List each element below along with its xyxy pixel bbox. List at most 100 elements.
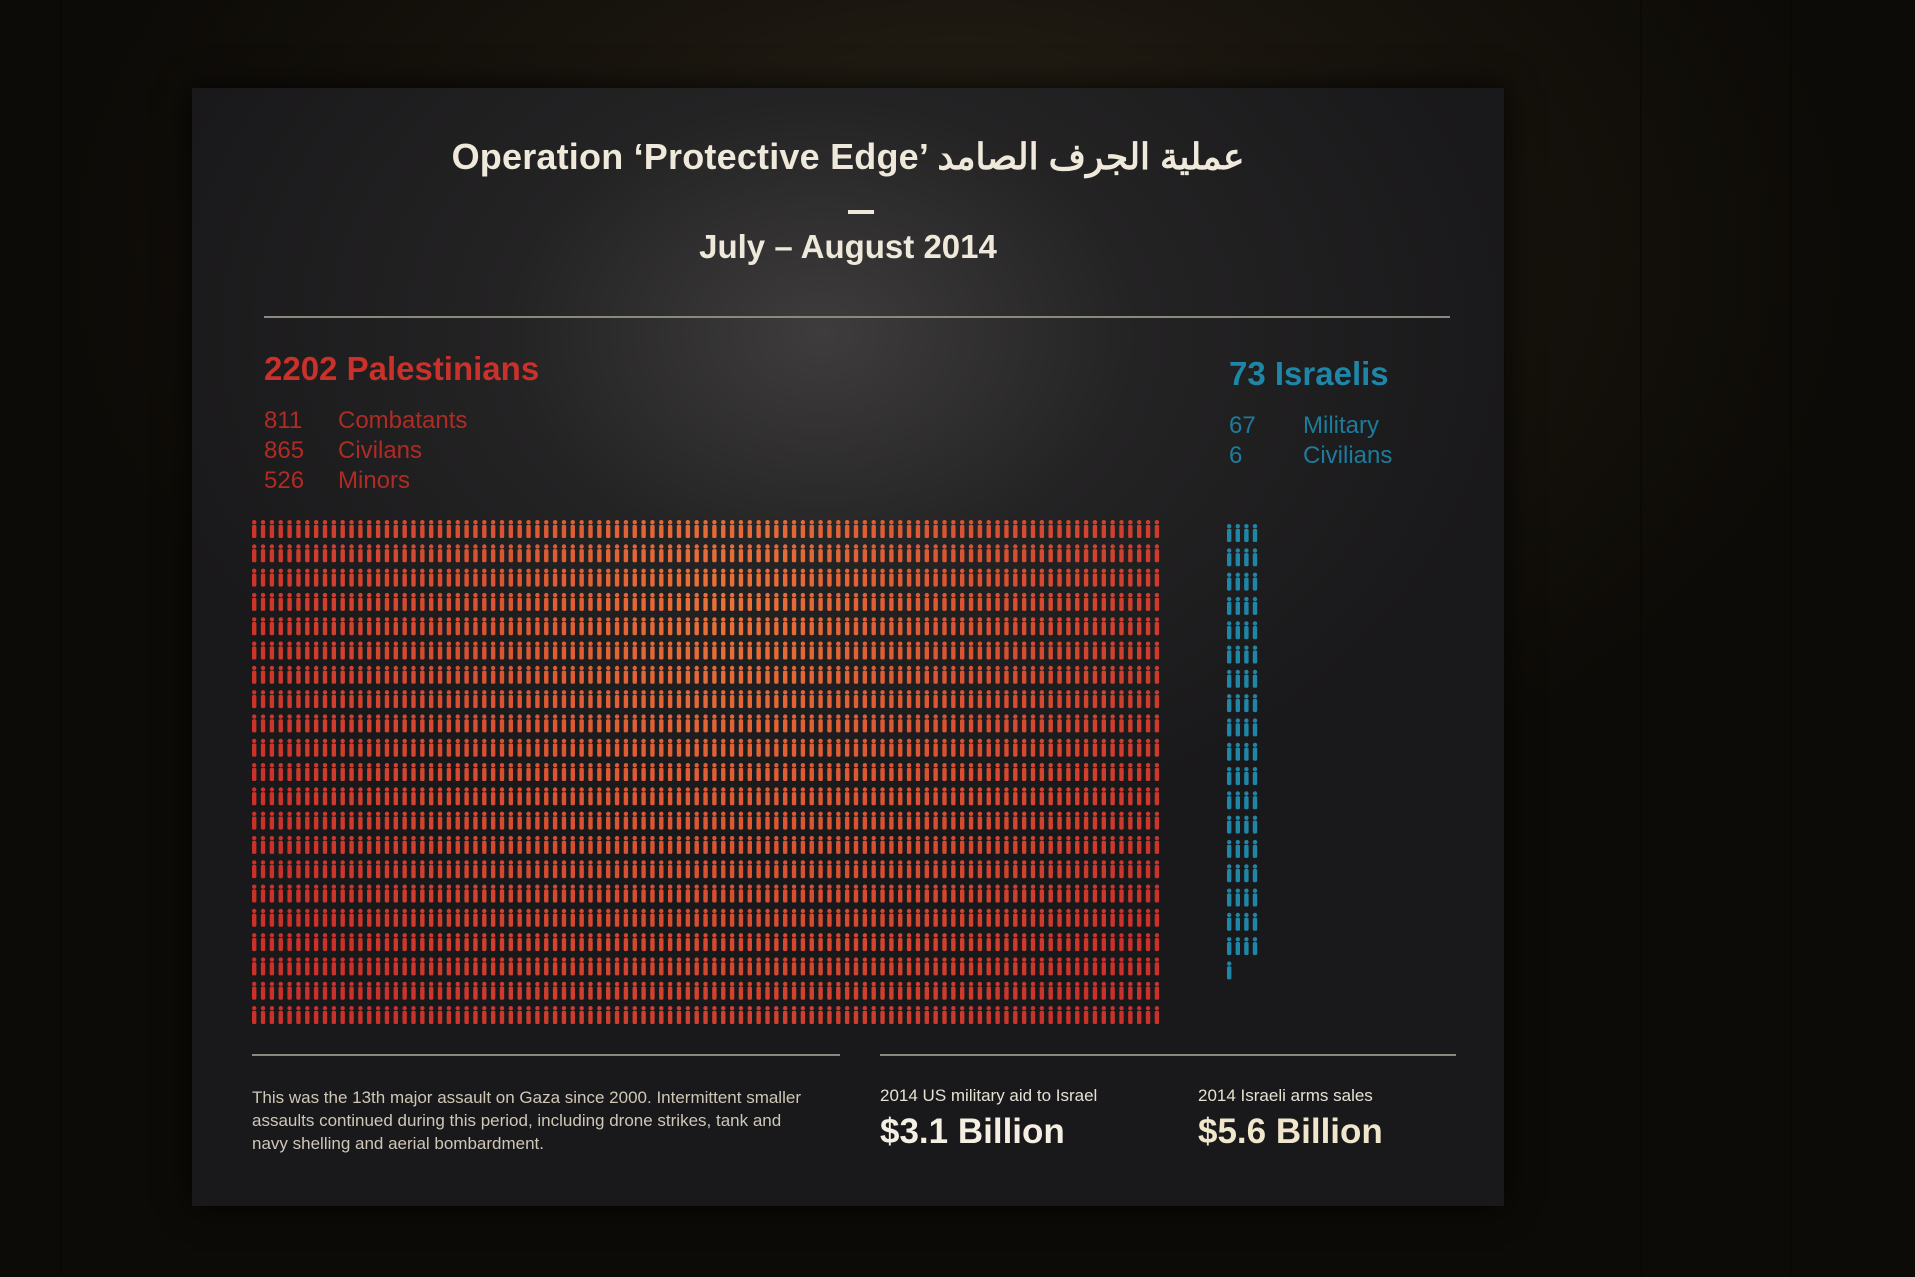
palestinian-death-icon [836,690,841,709]
palestinian-death-icon [552,981,558,1000]
palestinian-death-icon [844,763,850,781]
palestinian-death-icon [1066,568,1071,587]
palestinian-death-icon [517,641,522,660]
palestinian-death-icon [296,835,301,854]
palestinian-death-icon [1119,617,1124,636]
palestinian-death-icon [1083,520,1089,538]
palestinian-death-icon [420,884,425,903]
palestinian-death-icon [499,763,505,781]
palestinian-death-icon [552,811,558,830]
palestinian-death-icon [260,1006,266,1024]
palestinian-death-icon [844,617,850,636]
palestinian-death-icon [1137,690,1142,709]
palestinian-death-icon [517,690,522,709]
palestinian-death-icon [473,690,478,709]
palestinian-death-icon [464,665,469,684]
palestinian-death-icon [482,860,487,879]
palestinian-death-icon [473,641,478,660]
palestinian-death-icon [951,763,956,781]
palestinian-death-icon [951,690,956,709]
palestinian-death-icon [1083,592,1089,611]
palestinian-death-icon [446,957,452,976]
palestinian-death-icon [1048,884,1053,903]
palestinian-death-icon [712,1006,717,1024]
palestinian-death-icon [924,981,929,1000]
palestinian-death-icon [960,568,965,587]
palestinian-death-icon [260,860,266,879]
palestinian-death-icon [986,1006,991,1024]
palestinian-death-icon [526,835,531,854]
palestinian-death-icon [1119,811,1124,830]
palestinian-death-icon [986,957,991,976]
palestinian-death-icon [1057,714,1062,733]
palestinian-death-icon [1030,763,1036,781]
palestinian-death-icon [349,860,354,879]
palestinian-death-icon [446,811,452,830]
palestinian-death-icon [544,884,549,903]
palestinian-death-icon [296,787,301,806]
palestinian-death-icon [942,957,947,976]
palestinian-death-icon [278,665,283,684]
palestinian-death-icon [446,884,452,903]
palestinian-death-icon [1128,884,1133,903]
palestinian-death-icon [1021,617,1027,636]
israeli-death-icon [1235,937,1240,956]
palestinian-death-icon [606,835,611,854]
palestinian-death-icon [269,811,275,830]
palestinian-death-icon [765,520,770,538]
palestinian-death-icon [588,884,593,903]
palestinian-death-icon [871,714,876,733]
palestinian-death-icon [659,690,664,709]
palestinian-death-icon [747,860,752,879]
palestinian-death-icon [703,933,708,952]
palestinian-death-icon [942,568,947,587]
palestinian-death-icon [968,690,974,709]
palestinian-death-icon [659,835,664,854]
palestinian-death-icon [898,568,903,587]
palestinian-death-icon [535,957,540,976]
palestinian-death-icon [411,592,416,611]
palestinian-death-icon [473,1006,478,1024]
palestinian-death-icon [667,908,673,927]
palestinian-death-icon [526,957,531,976]
palestinian-death-icon [367,811,372,830]
palestinian-death-icon [809,714,814,733]
palestinian-death-icon [783,811,788,830]
palestinian-death-icon [1004,665,1009,684]
palestinian-death-icon [667,860,673,879]
palestinian-death-icon [1057,981,1062,1000]
palestinian-death-icon [960,690,965,709]
palestinian-death-icon [871,811,876,830]
palestinian-death-icon [1075,811,1080,830]
palestinian-death-icon [995,568,1000,587]
palestinian-death-icon [906,908,912,927]
palestinian-death-icon [968,957,974,976]
palestinian-death-icon [641,787,646,806]
palestinian-death-icon [508,908,514,927]
palestinian-death-icon [614,592,620,611]
palestinian-death-icon [331,592,337,611]
palestinian-death-icon [800,933,806,952]
palestinian-death-icon [774,690,779,709]
palestinian-death-icon [393,933,398,952]
palestinian-death-icon [880,860,885,879]
palestinian-death-icon [544,908,549,927]
palestinian-death-icon [420,641,425,660]
palestinian-death-icon [721,738,726,757]
palestinian-death-icon [747,1006,752,1024]
palestinian-death-icon [331,544,337,563]
palestinian-death-icon [358,641,363,660]
palestinian-death-icon [783,1006,788,1024]
palestinian-death-icon [853,568,859,587]
palestinian-death-icon [420,835,425,854]
palestinian-death-icon [721,544,726,563]
palestinian-death-icon [322,835,328,854]
palestinian-death-icon [313,568,319,587]
palestinian-death-icon [1048,617,1053,636]
palestinian-death-icon [331,884,337,903]
palestinian-death-icon [499,908,505,927]
palestinian-death-icon [1039,933,1045,952]
palestinian-death-icon [1066,981,1071,1000]
palestinian-death-icon [774,714,779,733]
palestinian-death-icon [844,787,850,806]
